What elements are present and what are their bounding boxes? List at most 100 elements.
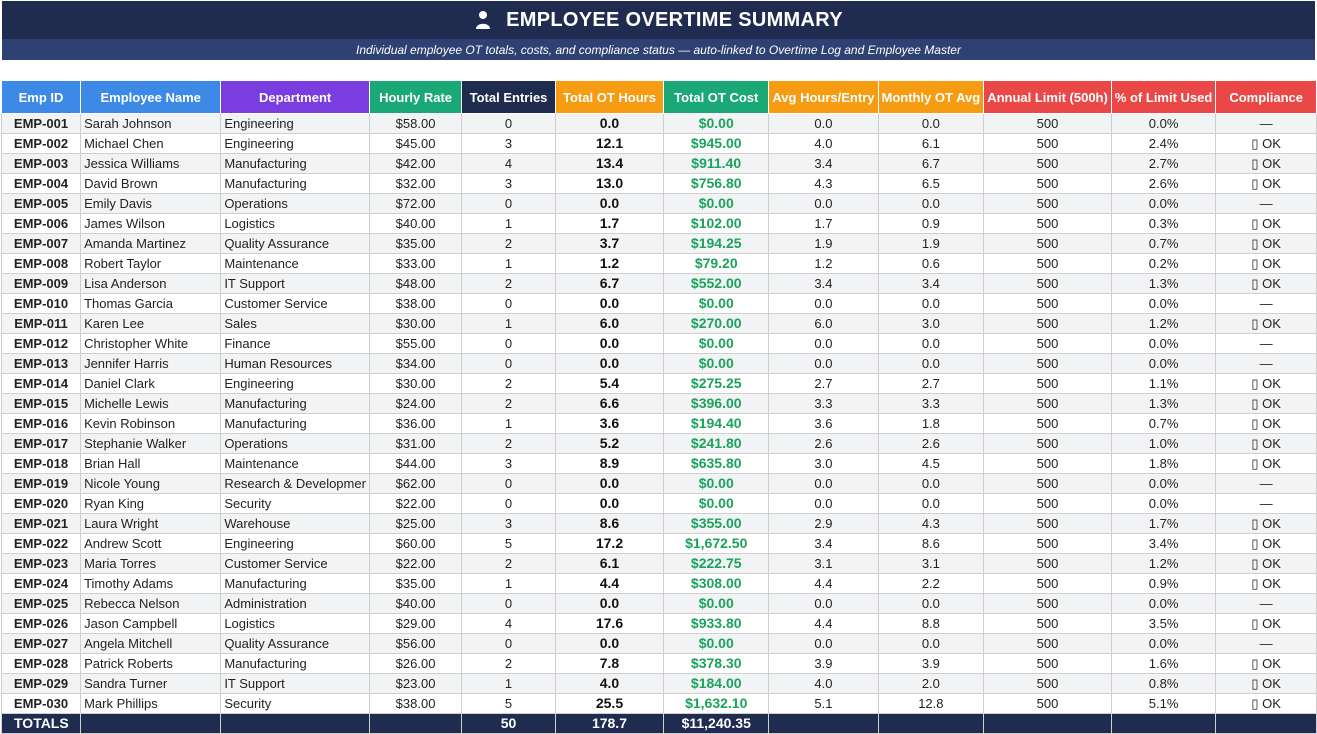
cell-employee-name[interactable]: Nicole Young: [80, 473, 222, 494]
cell-department[interactable]: Manufacturing: [220, 653, 370, 674]
cell-department[interactable]: Manufacturing: [220, 573, 370, 594]
cell-annual-limit[interactable]: 500: [983, 653, 1112, 674]
cell-hourly-rate[interactable]: $22.00: [368, 493, 463, 514]
cell-total-entries[interactable]: 5: [461, 533, 556, 554]
cell-emp-id[interactable]: EMP-019: [0, 473, 82, 494]
cell-avg-hours-entry[interactable]: 3.4: [768, 273, 879, 294]
cell-total-ot-hours[interactable]: 8.9: [554, 453, 665, 474]
cell-department[interactable]: Quality Assurance: [220, 233, 370, 254]
cell-emp-id[interactable]: EMP-012: [0, 333, 82, 354]
cell-compliance[interactable]: ▯ OK: [1215, 133, 1317, 154]
cell-pct-limit-used[interactable]: 0.3%: [1110, 213, 1217, 234]
cell-total-ot-hours[interactable]: 0.0: [554, 493, 665, 514]
cell-total-entries[interactable]: 2: [461, 433, 556, 454]
cell-compliance[interactable]: ▯ OK: [1215, 513, 1317, 534]
cell-employee-name[interactable]: Jason Campbell: [80, 613, 222, 634]
cell-avg-hours-entry[interactable]: 3.4: [768, 153, 879, 174]
cell-pct-limit-used[interactable]: 0.7%: [1110, 413, 1217, 434]
cell-monthly-ot-avg[interactable]: 3.4: [877, 273, 985, 294]
cell-emp-id[interactable]: EMP-021: [0, 513, 82, 534]
cell-total-ot-hours[interactable]: 0.0: [554, 333, 665, 354]
cell-total-entries[interactable]: 0: [461, 593, 556, 614]
cell-compliance[interactable]: —: [1215, 353, 1317, 374]
cell-annual-limit[interactable]: 500: [983, 513, 1112, 534]
cell-compliance[interactable]: —: [1215, 593, 1317, 614]
cell-hourly-rate[interactable]: $42.00: [368, 153, 463, 174]
cell-total-entries[interactable]: 3: [461, 453, 556, 474]
cell-avg-hours-entry[interactable]: 4.3: [768, 173, 879, 194]
cell-pct-limit-used[interactable]: 5.1%: [1110, 693, 1217, 714]
cell-total-ot-hours[interactable]: 0.0: [554, 593, 665, 614]
cell-annual-limit[interactable]: 500: [983, 493, 1112, 514]
cell-employee-name[interactable]: Sarah Johnson: [80, 113, 222, 134]
cell-hourly-rate[interactable]: $45.00: [368, 133, 463, 154]
cell-total-ot-cost[interactable]: $1,632.10: [663, 693, 770, 714]
cell-hourly-rate[interactable]: $60.00: [368, 533, 463, 554]
cell-annual-limit[interactable]: 500: [983, 453, 1112, 474]
cell-total-ot-hours[interactable]: 25.5: [554, 693, 665, 714]
cell-total-ot-hours[interactable]: 4.4: [554, 573, 665, 594]
cell-employee-name[interactable]: Sandra Turner: [80, 673, 222, 694]
cell-total-entries[interactable]: 0: [461, 333, 556, 354]
cell-emp-id[interactable]: EMP-004: [0, 173, 82, 194]
cell-monthly-ot-avg[interactable]: 0.0: [877, 633, 985, 654]
cell-total-ot-cost[interactable]: $275.25: [663, 373, 770, 394]
cell-emp-id[interactable]: EMP-016: [0, 413, 82, 434]
cell-annual-limit[interactable]: 500: [983, 173, 1112, 194]
cell-employee-name[interactable]: Thomas Garcia: [80, 293, 222, 314]
cell-compliance[interactable]: ▯ OK: [1215, 673, 1317, 694]
cell-avg-hours-entry[interactable]: 0.0: [768, 333, 879, 354]
cell-avg-hours-entry[interactable]: 3.1: [768, 553, 879, 574]
cell-employee-name[interactable]: Angela Mitchell: [80, 633, 222, 654]
cell-compliance[interactable]: ▯ OK: [1215, 393, 1317, 414]
cell-employee-name[interactable]: James Wilson: [80, 213, 222, 234]
cell-annual-limit[interactable]: 500: [983, 533, 1112, 554]
cell-monthly-ot-avg[interactable]: 0.0: [877, 333, 985, 354]
cell-total-ot-cost[interactable]: $1,672.50: [663, 533, 770, 554]
cell-avg-hours-entry[interactable]: 3.9: [768, 653, 879, 674]
cell-monthly-ot-avg[interactable]: 4.5: [877, 453, 985, 474]
cell-total-entries[interactable]: 3: [461, 133, 556, 154]
cell-department[interactable]: Research & Developmer: [220, 473, 370, 494]
cell-department[interactable]: Security: [220, 693, 370, 714]
cell-total-ot-hours[interactable]: 6.0: [554, 313, 665, 334]
column-header-annual-limit[interactable]: Annual Limit (500h): [983, 80, 1112, 114]
cell-employee-name[interactable]: Andrew Scott: [80, 533, 222, 554]
cell-total-ot-cost[interactable]: $0.00: [663, 633, 770, 654]
cell-total-ot-cost[interactable]: $0.00: [663, 493, 770, 514]
cell-emp-id[interactable]: EMP-027: [0, 633, 82, 654]
cell-avg-hours-entry[interactable]: 4.0: [768, 133, 879, 154]
cell-employee-name[interactable]: Kevin Robinson: [80, 413, 222, 434]
cell-emp-id[interactable]: EMP-022: [0, 533, 82, 554]
cell-monthly-ot-avg[interactable]: 0.0: [877, 113, 985, 134]
column-header-monthly-ot-avg[interactable]: Monthly OT Avg: [877, 80, 985, 114]
cell-compliance[interactable]: ▯ OK: [1215, 233, 1317, 254]
cell-total-ot-cost[interactable]: $0.00: [663, 333, 770, 354]
cell-pct-limit-used[interactable]: 2.6%: [1110, 173, 1217, 194]
cell-department[interactable]: Quality Assurance: [220, 633, 370, 654]
cell-annual-limit[interactable]: 500: [983, 313, 1112, 334]
cell-emp-id[interactable]: EMP-024: [0, 573, 82, 594]
cell-total-ot-cost[interactable]: $102.00: [663, 213, 770, 234]
cell-emp-id[interactable]: EMP-018: [0, 453, 82, 474]
cell-employee-name[interactable]: Ryan King: [80, 493, 222, 514]
column-header-total-ot-hours[interactable]: Total OT Hours: [554, 80, 665, 114]
cell-annual-limit[interactable]: 500: [983, 333, 1112, 354]
column-header-hourly-rate[interactable]: Hourly Rate: [368, 80, 463, 114]
cell-total-entries[interactable]: 2: [461, 373, 556, 394]
cell-annual-limit[interactable]: 500: [983, 633, 1112, 654]
cell-total-ot-cost[interactable]: $396.00: [663, 393, 770, 414]
column-header-total-entries[interactable]: Total Entries: [461, 80, 556, 114]
cell-monthly-ot-avg[interactable]: 2.7: [877, 373, 985, 394]
cell-total-entries[interactable]: 3: [461, 513, 556, 534]
cell-total-entries[interactable]: 4: [461, 153, 556, 174]
cell-employee-name[interactable]: Laura Wright: [80, 513, 222, 534]
cell-total-ot-hours[interactable]: 0.0: [554, 633, 665, 654]
cell-total-ot-hours[interactable]: 13.0: [554, 173, 665, 194]
cell-department[interactable]: Logistics: [220, 213, 370, 234]
column-header-total-ot-cost[interactable]: Total OT Cost: [663, 80, 770, 114]
cell-compliance[interactable]: ▯ OK: [1215, 453, 1317, 474]
cell-total-ot-cost[interactable]: $194.25: [663, 233, 770, 254]
cell-hourly-rate[interactable]: $72.00: [368, 193, 463, 214]
cell-department[interactable]: Operations: [220, 433, 370, 454]
